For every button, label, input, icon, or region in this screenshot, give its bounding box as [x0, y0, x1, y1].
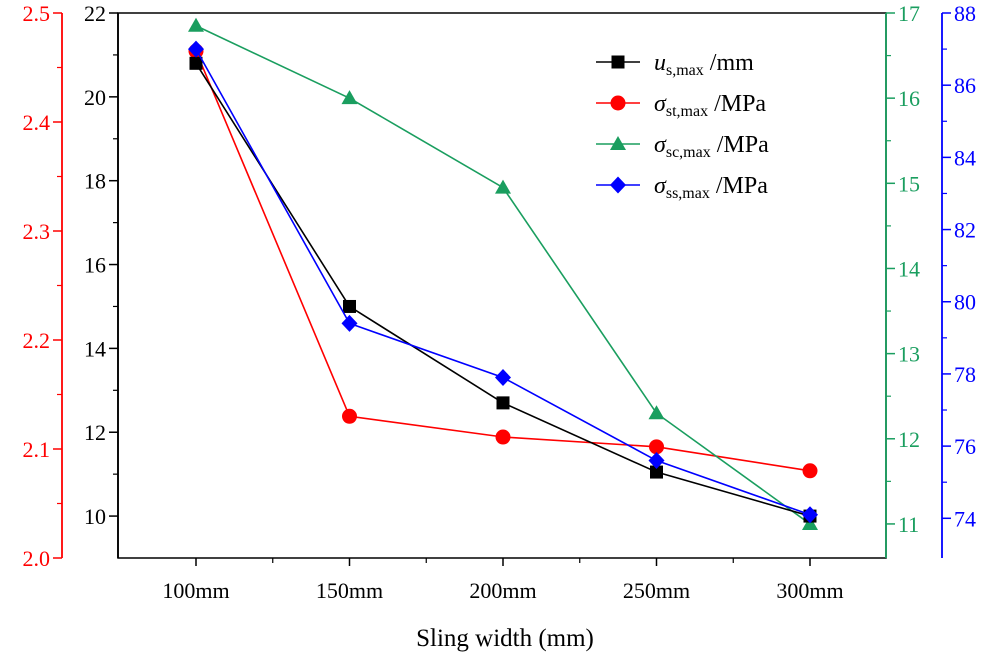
legend-label: σst,max /MPa — [654, 91, 766, 120]
data-point — [495, 429, 511, 445]
data-point — [648, 405, 665, 420]
legend-marker — [610, 176, 626, 194]
legend-label: σsc,max /MPa — [654, 132, 769, 161]
right_outer-tick-label: 74 — [954, 506, 976, 531]
left_outer-tick-label: 2.0 — [23, 546, 51, 571]
right_inner-tick-label: 15 — [898, 171, 920, 196]
left_inner-tick-label: 20 — [84, 85, 106, 110]
x-tick-label: 150mm — [316, 578, 383, 603]
series-triangle — [188, 17, 818, 530]
data-point — [188, 40, 204, 58]
legend-label: us,max /mm — [654, 50, 754, 79]
left_inner-tick-label: 18 — [84, 169, 106, 194]
series-line — [195, 48, 811, 516]
left_inner-tick-label: 14 — [84, 336, 106, 361]
axes-layer: 100mm 150mm 200mm 250mm 300mm 2.0 2.1 2.2 2.3 2.4… — [23, 1, 977, 603]
x-tick-label: 250mm — [623, 578, 690, 603]
series-circle — [188, 43, 818, 479]
left_inner-tick-label: 16 — [84, 253, 106, 278]
data-point — [648, 452, 665, 470]
right_outer-tick-label: 80 — [954, 290, 976, 315]
data-point — [343, 299, 356, 313]
left_outer-tick-label: 2.1 — [23, 437, 51, 462]
right_inner-tick-label: 16 — [898, 86, 920, 111]
legend-marker — [611, 55, 625, 69]
x-axis-title: Sling width (mm) — [416, 625, 594, 652]
data-point — [495, 369, 511, 387]
right_inner-tick-label: 17 — [898, 1, 920, 26]
legend-item: us,max /mm — [596, 50, 754, 79]
data-point — [650, 465, 663, 479]
x-tick-label: 300mm — [776, 578, 843, 603]
data-point — [189, 56, 203, 70]
series-square — [189, 56, 817, 523]
left_outer-tick-label: 2.2 — [23, 328, 51, 353]
right_inner-tick-label: 12 — [898, 427, 920, 452]
left_outer-tick-label: 2.3 — [23, 219, 51, 244]
left_outer-tick-label: 2.4 — [23, 110, 51, 135]
data-point — [341, 314, 358, 332]
data-point — [495, 179, 511, 194]
left_inner-tick-label: 12 — [84, 420, 106, 445]
series-layer — [188, 17, 818, 530]
plot-frame — [117, 12, 887, 559]
left_inner-tick-label: 10 — [84, 504, 106, 529]
right_outer-tick-label: 76 — [954, 434, 976, 459]
left_outer-tick-label: 2.5 — [23, 1, 51, 26]
data-point — [496, 396, 510, 410]
right_outer-tick-label: 78 — [954, 362, 976, 387]
data-point — [802, 463, 818, 479]
right_outer-tick-label: 88 — [954, 1, 976, 26]
left_inner-tick-label: 22 — [84, 1, 106, 26]
legend-item: σsc,max /MPa — [596, 132, 769, 161]
legend-item: σss,max /MPa — [596, 173, 768, 202]
legend-marker — [610, 136, 626, 150]
data-point — [342, 408, 357, 424]
right_inner-tick-label: 13 — [898, 342, 920, 367]
data-point — [802, 506, 818, 524]
legend-marker — [610, 95, 626, 111]
data-point — [341, 90, 358, 105]
data-point — [649, 439, 664, 455]
data-point — [188, 17, 204, 32]
right_outer-tick-label: 86 — [954, 73, 976, 98]
right_outer-tick-label: 82 — [954, 218, 976, 243]
series-diamond — [188, 40, 818, 524]
x-tick-label: 100mm — [162, 578, 229, 603]
right_outer-tick-label: 84 — [954, 145, 976, 170]
right_inner-tick-label: 11 — [898, 512, 919, 537]
legend-item: σst,max /MPa — [596, 91, 766, 120]
legend-label: σss,max /MPa — [654, 173, 768, 202]
x-tick-label: 200mm — [469, 578, 536, 603]
right_inner-tick-label: 14 — [898, 256, 920, 281]
legend: us,max /mm σst,max /MPa σsc,max /MPa σss,ma… — [596, 50, 769, 202]
